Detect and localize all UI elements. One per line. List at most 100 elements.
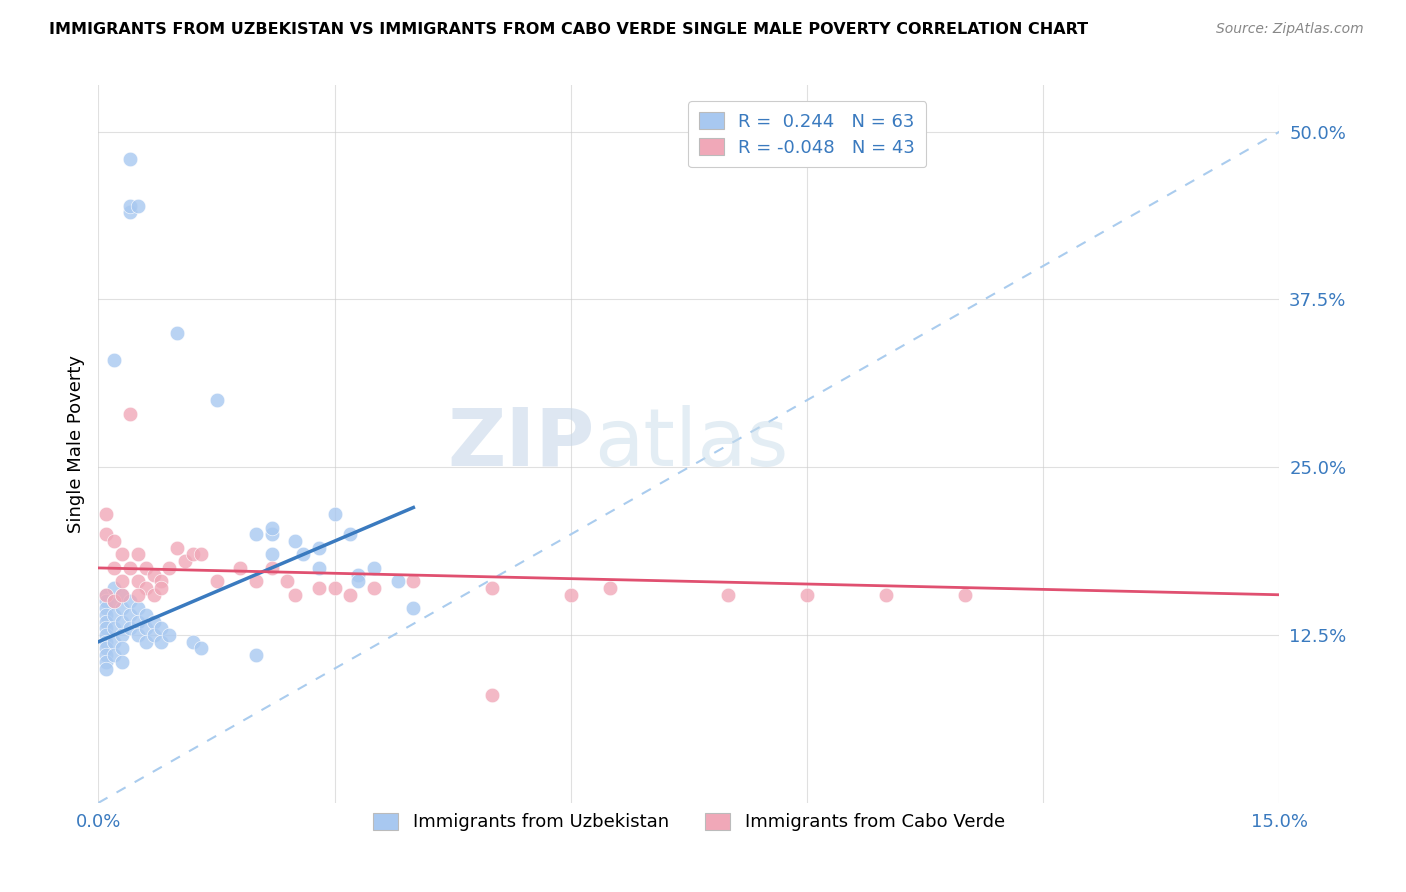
- Point: [308, 541, 330, 555]
- Point: [96, 527, 118, 541]
- Point: [103, 352, 125, 367]
- Point: [118, 561, 141, 575]
- Point: [260, 527, 283, 541]
- Point: [127, 574, 149, 589]
- Point: [875, 588, 897, 602]
- Point: [245, 648, 267, 662]
- Point: [339, 527, 361, 541]
- Point: [150, 634, 173, 648]
- Text: atlas: atlas: [595, 405, 789, 483]
- Point: [190, 548, 212, 562]
- Point: [190, 641, 212, 656]
- Point: [111, 601, 134, 615]
- Text: IMMIGRANTS FROM UZBEKISTAN VS IMMIGRANTS FROM CABO VERDE SINGLE MALE POVERTY COR: IMMIGRANTS FROM UZBEKISTAN VS IMMIGRANTS…: [49, 22, 1088, 37]
- Point: [96, 628, 118, 642]
- Point: [284, 534, 307, 549]
- Point: [96, 621, 118, 635]
- Point: [150, 581, 173, 595]
- Point: [96, 648, 118, 662]
- Point: [111, 548, 134, 562]
- Point: [142, 615, 165, 629]
- Legend: Immigrants from Uzbekistan, Immigrants from Cabo Verde: Immigrants from Uzbekistan, Immigrants f…: [364, 804, 1014, 840]
- Point: [174, 554, 197, 568]
- Point: [127, 588, 149, 602]
- Point: [347, 567, 370, 582]
- Point: [127, 615, 149, 629]
- Point: [292, 548, 315, 562]
- Point: [118, 407, 141, 421]
- Point: [181, 634, 204, 648]
- Point: [135, 581, 157, 595]
- Point: [103, 648, 125, 662]
- Point: [111, 628, 134, 642]
- Point: [347, 574, 370, 589]
- Point: [953, 588, 976, 602]
- Point: [96, 655, 118, 669]
- Point: [142, 628, 165, 642]
- Point: [103, 534, 125, 549]
- Point: [402, 601, 425, 615]
- Point: [135, 561, 157, 575]
- Point: [245, 574, 267, 589]
- Point: [118, 594, 141, 608]
- Point: [560, 588, 582, 602]
- Point: [103, 594, 125, 608]
- Point: [96, 507, 118, 521]
- Point: [96, 662, 118, 676]
- Point: [96, 594, 118, 608]
- Point: [96, 615, 118, 629]
- Point: [387, 574, 409, 589]
- Point: [363, 561, 385, 575]
- Point: [245, 527, 267, 541]
- Point: [339, 588, 361, 602]
- Point: [96, 588, 118, 602]
- Point: [127, 628, 149, 642]
- Point: [717, 588, 740, 602]
- Point: [127, 548, 149, 562]
- Point: [142, 588, 165, 602]
- Point: [150, 574, 173, 589]
- Point: [135, 607, 157, 622]
- Point: [308, 581, 330, 595]
- Point: [260, 521, 283, 535]
- Point: [111, 615, 134, 629]
- Point: [481, 581, 503, 595]
- Point: [111, 655, 134, 669]
- Point: [111, 588, 134, 602]
- Point: [96, 634, 118, 648]
- Point: [111, 574, 134, 589]
- Point: [308, 561, 330, 575]
- Point: [157, 561, 180, 575]
- Point: [323, 507, 346, 521]
- Point: [103, 581, 125, 595]
- Point: [103, 621, 125, 635]
- Point: [118, 205, 141, 219]
- Point: [135, 621, 157, 635]
- Point: [260, 561, 283, 575]
- Point: [229, 561, 252, 575]
- Point: [103, 634, 125, 648]
- Point: [323, 581, 346, 595]
- Point: [142, 567, 165, 582]
- Point: [166, 541, 188, 555]
- Point: [150, 621, 173, 635]
- Point: [118, 607, 141, 622]
- Point: [166, 326, 188, 340]
- Y-axis label: Single Male Poverty: Single Male Poverty: [66, 355, 84, 533]
- Point: [402, 574, 425, 589]
- Point: [157, 628, 180, 642]
- Point: [127, 198, 149, 212]
- Point: [103, 594, 125, 608]
- Point: [481, 689, 503, 703]
- Text: Source: ZipAtlas.com: Source: ZipAtlas.com: [1216, 22, 1364, 37]
- Point: [111, 588, 134, 602]
- Point: [96, 601, 118, 615]
- Point: [103, 561, 125, 575]
- Point: [363, 581, 385, 595]
- Point: [276, 574, 298, 589]
- Point: [205, 574, 228, 589]
- Point: [103, 607, 125, 622]
- Point: [181, 548, 204, 562]
- Point: [96, 607, 118, 622]
- Point: [796, 588, 818, 602]
